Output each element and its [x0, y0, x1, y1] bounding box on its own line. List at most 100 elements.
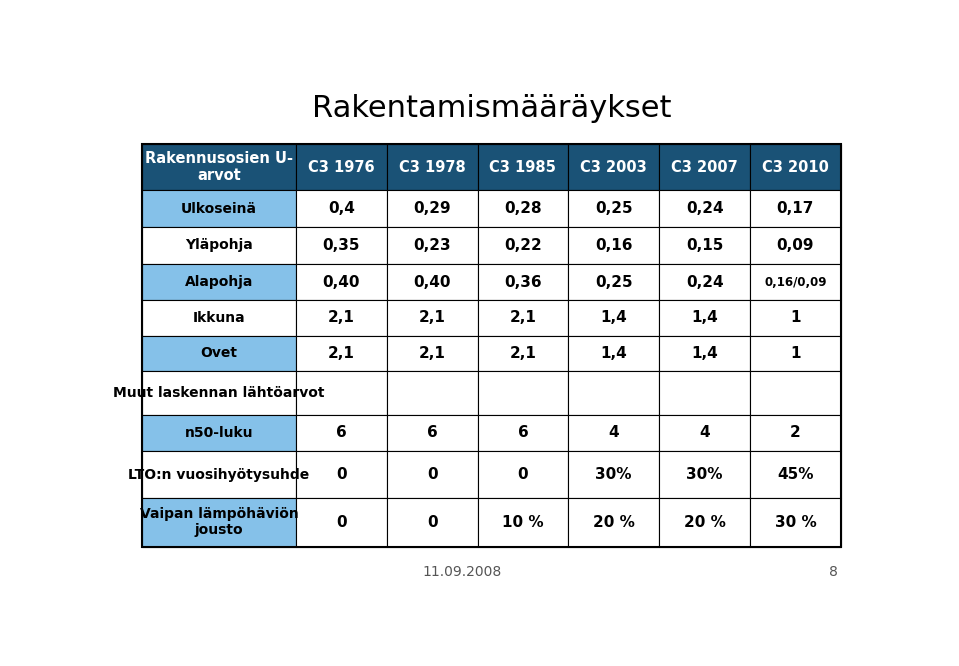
Bar: [569, 498, 659, 547]
Bar: [142, 264, 296, 300]
Text: Ovet: Ovet: [200, 346, 238, 360]
Text: 20 %: 20 %: [684, 515, 726, 529]
Bar: [478, 300, 569, 336]
Bar: [142, 415, 296, 452]
Text: 0,24: 0,24: [686, 201, 723, 216]
Bar: [569, 336, 659, 371]
Bar: [659, 498, 750, 547]
Bar: [659, 227, 750, 264]
Text: C3 1978: C3 1978: [399, 160, 465, 174]
Text: 30%: 30%: [596, 467, 632, 482]
Text: 0,40: 0,40: [322, 274, 360, 290]
Bar: [478, 190, 569, 227]
Text: 1: 1: [790, 310, 801, 326]
Text: 2,1: 2,1: [328, 310, 355, 326]
Text: C3 2007: C3 2007: [671, 160, 737, 174]
Bar: [750, 498, 841, 547]
Text: 0,24: 0,24: [686, 274, 723, 290]
Bar: [386, 498, 478, 547]
Bar: [659, 144, 750, 190]
Bar: [750, 415, 841, 452]
Bar: [659, 300, 750, 336]
Bar: [750, 300, 841, 336]
Text: 2,1: 2,1: [328, 346, 355, 360]
Text: 0: 0: [427, 515, 437, 529]
Bar: [478, 264, 569, 300]
Bar: [386, 415, 478, 452]
Bar: [142, 498, 296, 547]
Bar: [296, 144, 386, 190]
Text: 10 %: 10 %: [503, 515, 544, 529]
Bar: [296, 300, 386, 336]
Text: 0,25: 0,25: [595, 201, 633, 216]
Text: 6: 6: [336, 426, 346, 440]
Text: C3 1985: C3 1985: [489, 160, 556, 174]
Bar: [386, 371, 478, 415]
Text: 30 %: 30 %: [775, 515, 816, 529]
Bar: [386, 452, 478, 498]
Bar: [386, 227, 478, 264]
Text: Rakennusosien U-
arvot: Rakennusosien U- arvot: [145, 151, 293, 183]
Text: 1,4: 1,4: [600, 346, 627, 360]
Text: 20 %: 20 %: [593, 515, 635, 529]
Text: 0,40: 0,40: [413, 274, 451, 290]
Bar: [569, 264, 659, 300]
Bar: [569, 371, 659, 415]
Bar: [386, 300, 478, 336]
Bar: [142, 336, 296, 371]
Bar: [296, 498, 386, 547]
Bar: [659, 336, 750, 371]
Text: Muut laskennan lähtöarvot: Muut laskennan lähtöarvot: [113, 386, 325, 400]
Bar: [569, 190, 659, 227]
Bar: [478, 498, 569, 547]
Bar: [478, 144, 569, 190]
Bar: [296, 371, 386, 415]
Text: 0,09: 0,09: [777, 238, 814, 253]
Bar: [478, 227, 569, 264]
Bar: [750, 264, 841, 300]
Bar: [296, 264, 386, 300]
Text: n50-luku: n50-luku: [185, 426, 253, 440]
Text: C3 2010: C3 2010: [762, 160, 829, 174]
Text: Ulkoseinä: Ulkoseinä: [181, 202, 257, 216]
Bar: [659, 452, 750, 498]
Text: 0,17: 0,17: [777, 201, 814, 216]
Bar: [569, 144, 659, 190]
Bar: [478, 415, 569, 452]
Text: 1,4: 1,4: [691, 310, 718, 326]
Text: 0,23: 0,23: [413, 238, 451, 253]
Text: 0,16/0,09: 0,16/0,09: [764, 276, 827, 288]
Text: 0,36: 0,36: [504, 274, 542, 290]
Text: 2: 2: [790, 426, 801, 440]
Text: Alapohja: Alapohja: [185, 275, 253, 289]
Text: Vaipan lämpöhäviön
jousto: Vaipan lämpöhäviön jousto: [140, 507, 298, 537]
Text: 2,1: 2,1: [419, 346, 446, 360]
Text: 0,4: 0,4: [328, 201, 355, 216]
Text: 0,35: 0,35: [322, 238, 360, 253]
Text: 0,29: 0,29: [413, 201, 451, 216]
Text: 1: 1: [790, 346, 801, 360]
Text: 0: 0: [518, 467, 528, 482]
Bar: [750, 371, 841, 415]
Text: 11.09.2008: 11.09.2008: [422, 565, 502, 579]
Text: 8: 8: [829, 565, 838, 579]
Bar: [386, 264, 478, 300]
Bar: [142, 452, 296, 498]
Text: 1,4: 1,4: [600, 310, 627, 326]
Text: 30%: 30%: [687, 467, 723, 482]
Bar: [478, 452, 569, 498]
Bar: [478, 371, 569, 415]
Text: 0,22: 0,22: [504, 238, 542, 253]
Bar: [386, 336, 478, 371]
Bar: [386, 144, 478, 190]
Bar: [296, 415, 386, 452]
Text: Ikkuna: Ikkuna: [193, 311, 246, 325]
Bar: [750, 452, 841, 498]
Text: 0,28: 0,28: [504, 201, 542, 216]
Text: Rakentamismääräykset: Rakentamismääräykset: [312, 94, 671, 123]
Text: 4: 4: [608, 426, 620, 440]
Text: 2,1: 2,1: [509, 310, 536, 326]
Text: 0,25: 0,25: [595, 274, 633, 290]
Text: 4: 4: [699, 426, 710, 440]
Text: LTO:n vuosihyötysuhde: LTO:n vuosihyötysuhde: [129, 468, 310, 482]
